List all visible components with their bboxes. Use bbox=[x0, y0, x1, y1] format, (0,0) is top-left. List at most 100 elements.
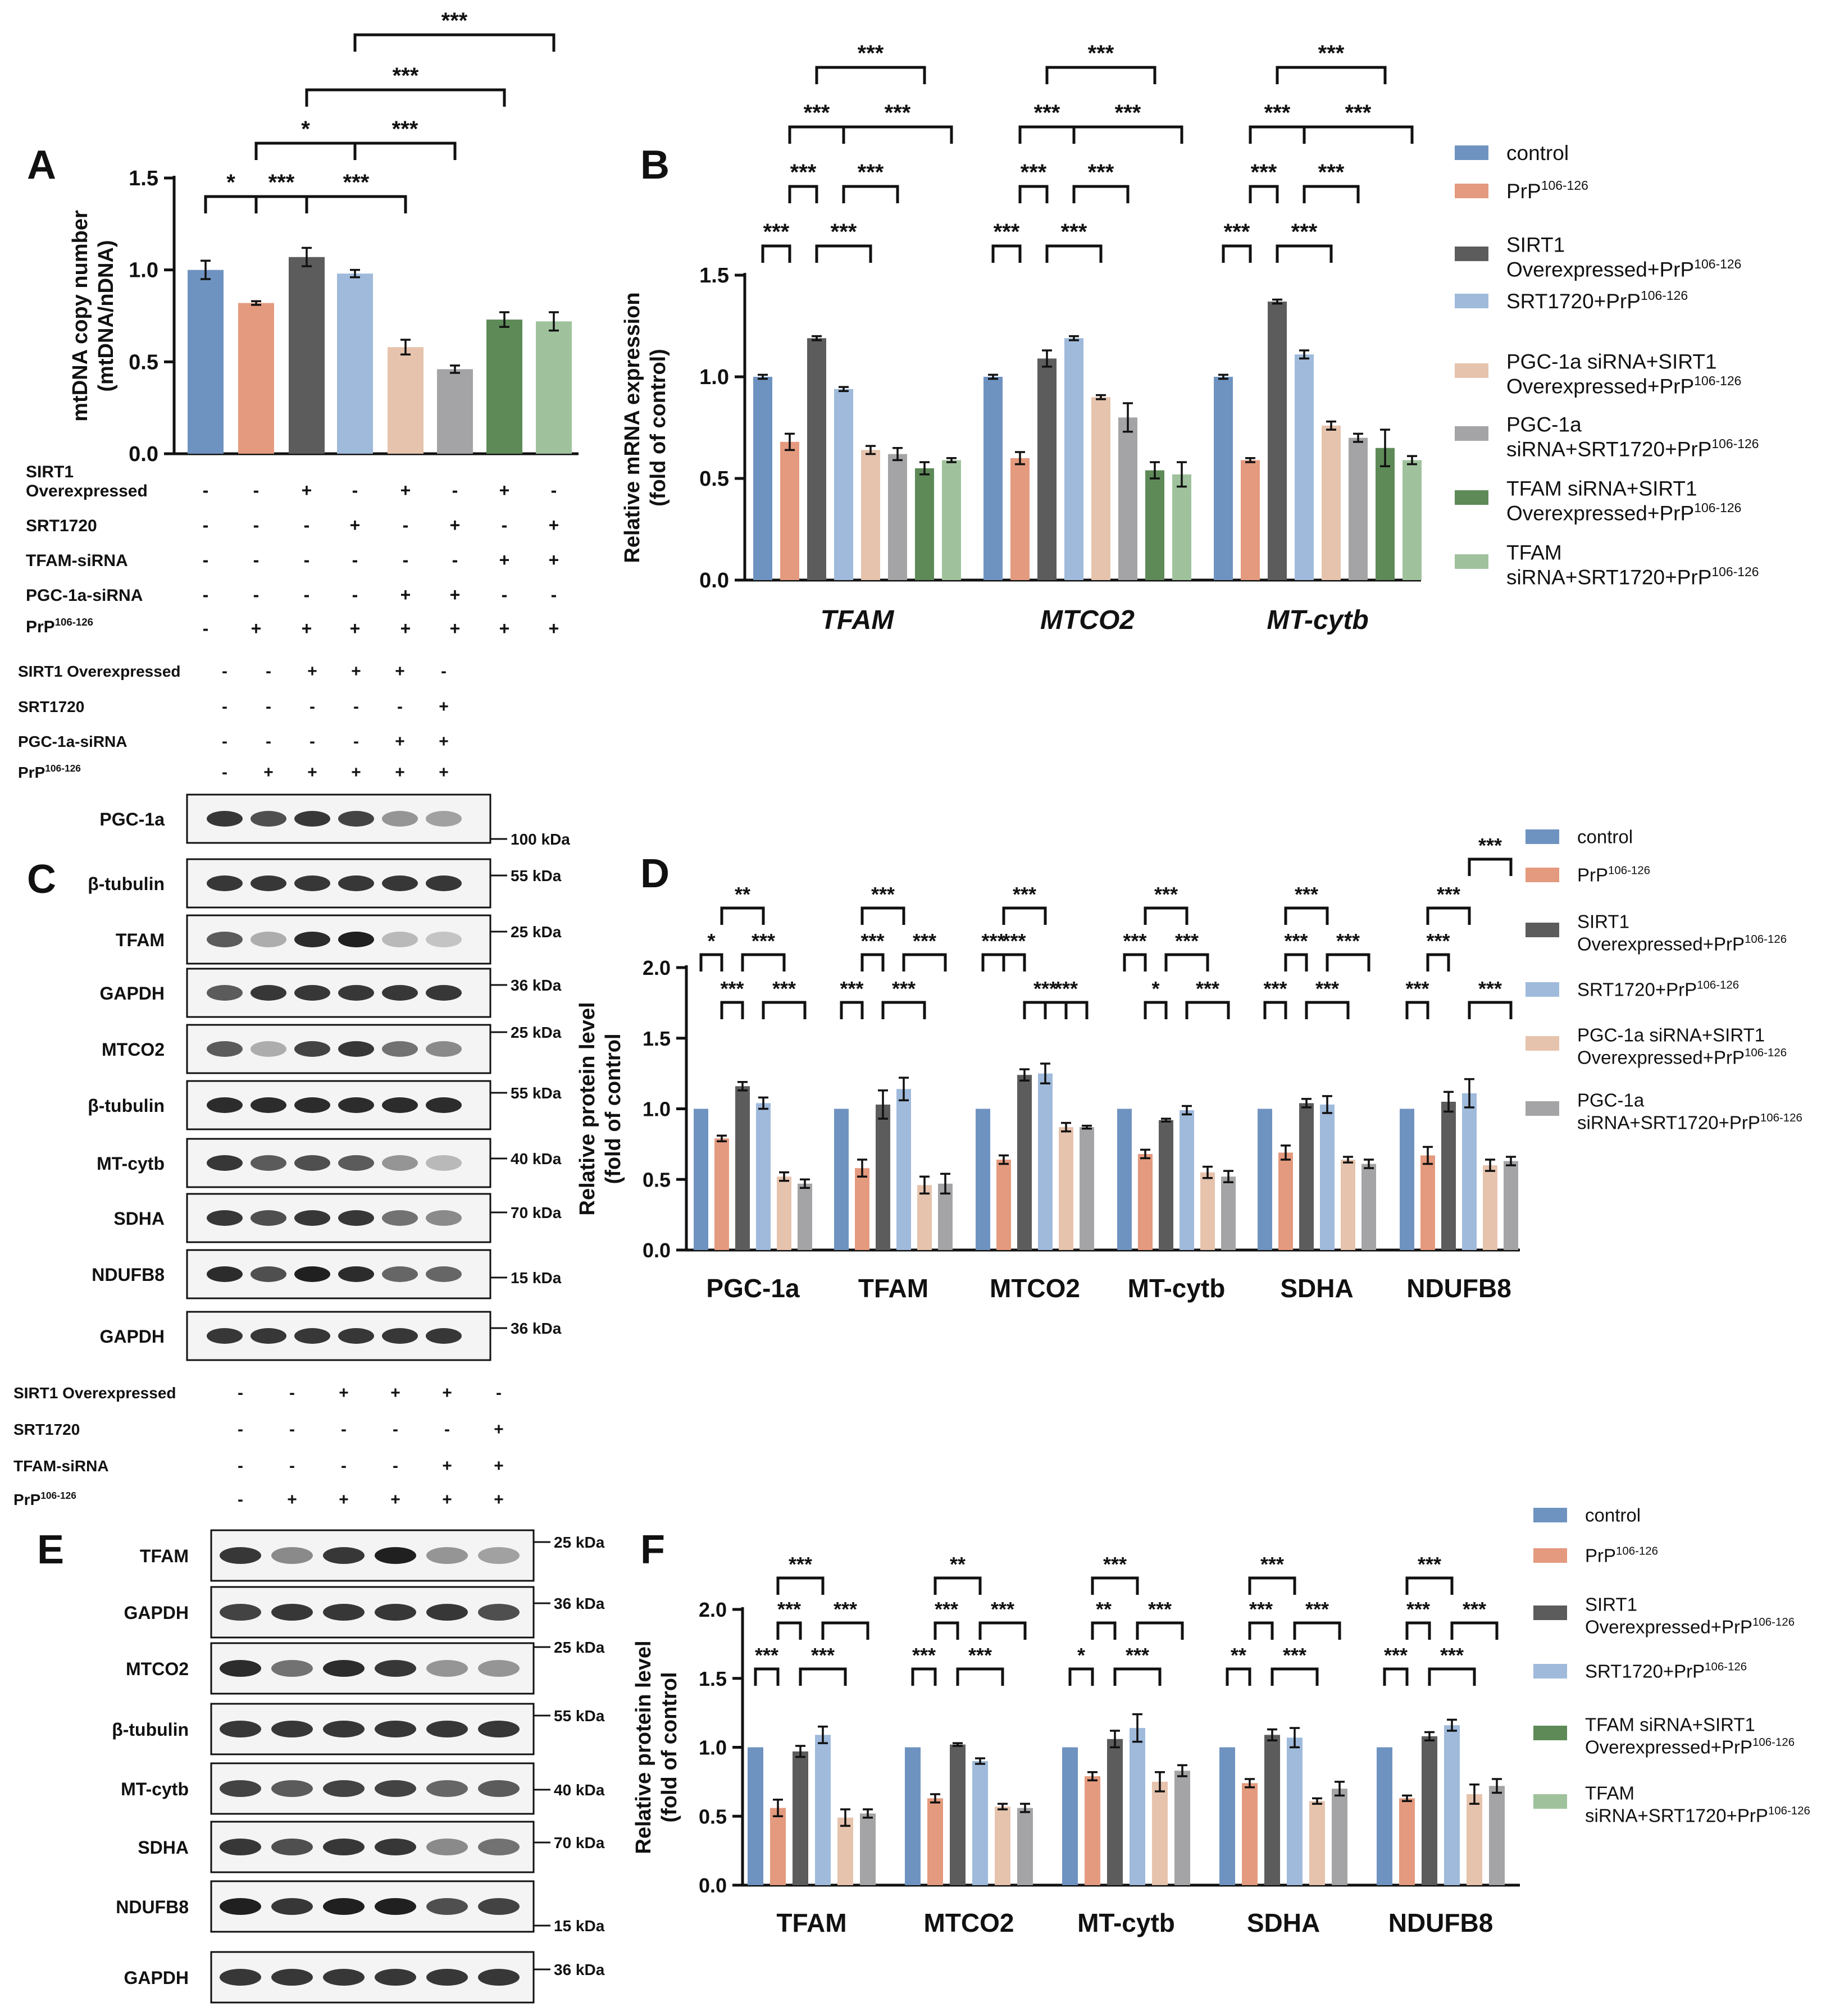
label-part: Overexpressed+PrP bbox=[1577, 1047, 1745, 1068]
label-part: Overexpressed+PrP bbox=[1506, 502, 1694, 525]
label-part: PrP bbox=[13, 1491, 40, 1508]
significance-label: *** bbox=[1315, 977, 1339, 1000]
blot-protein-label: NDUFB8 bbox=[92, 1265, 165, 1285]
condition-sign: + bbox=[390, 1384, 400, 1402]
significance-label: *** bbox=[1318, 160, 1345, 185]
significance-bracket bbox=[1123, 953, 1147, 971]
bar bbox=[905, 1747, 921, 1885]
blot-protein-label: β-tubulin bbox=[88, 1096, 165, 1116]
bar bbox=[976, 1109, 990, 1250]
blot-band bbox=[271, 1721, 313, 1737]
blot-band bbox=[426, 1780, 468, 1797]
blot-band bbox=[251, 985, 286, 1001]
condition-sign: - bbox=[238, 1490, 243, 1509]
legend-label: PGC-1a siRNA+SIRT1 bbox=[1577, 1025, 1765, 1046]
significance-bracket bbox=[1293, 1621, 1341, 1640]
significance-bracket bbox=[1113, 1667, 1162, 1686]
significance-bracket bbox=[1072, 185, 1130, 203]
significance-bracket bbox=[1226, 1667, 1251, 1686]
condition-sign: - bbox=[266, 662, 271, 681]
legend-label: SIRT1 bbox=[1506, 233, 1565, 256]
blot-band bbox=[220, 1547, 261, 1564]
condition-sign: - bbox=[253, 480, 259, 500]
blot-band bbox=[220, 1604, 261, 1621]
bar bbox=[1361, 1164, 1376, 1250]
legend-label: siRNA+SRT1720+PrP106-126 bbox=[1577, 1111, 1802, 1133]
blot-band bbox=[382, 1155, 418, 1171]
significance-label: *** bbox=[393, 63, 419, 88]
bar bbox=[798, 1183, 812, 1250]
blot-band bbox=[251, 1210, 286, 1226]
bar bbox=[837, 1817, 853, 1885]
blot-band bbox=[220, 1660, 261, 1677]
blot-band bbox=[338, 1041, 374, 1057]
significance-bracket bbox=[720, 906, 765, 925]
bar bbox=[753, 377, 772, 580]
label-superscript: 106-126 bbox=[1745, 1046, 1787, 1059]
significance-bracket bbox=[1263, 1001, 1287, 1019]
legend-swatch bbox=[1526, 923, 1559, 937]
condition-sign: - bbox=[397, 697, 403, 716]
y-axis-title: Relative protein level bbox=[576, 1002, 599, 1215]
blot-band bbox=[323, 1839, 365, 1855]
significance-bracket bbox=[1426, 906, 1471, 925]
label-part: Overexpressed+PrP bbox=[1506, 375, 1694, 398]
bar bbox=[1017, 1075, 1032, 1250]
kda-label: 36 kDa bbox=[554, 1961, 605, 1978]
condition-sign: + bbox=[339, 1490, 349, 1509]
blot-band bbox=[382, 1097, 418, 1113]
legend-swatch bbox=[1455, 184, 1488, 198]
legend-swatch bbox=[1533, 1726, 1567, 1740]
condition-sign: - bbox=[266, 732, 271, 751]
legend-swatch bbox=[1455, 490, 1488, 505]
significance-bracket bbox=[1303, 125, 1414, 144]
y-tick-label: 1.0 bbox=[699, 366, 729, 389]
y-tick-label: 0.5 bbox=[643, 1168, 671, 1191]
panel-a: A 0.0 0.5 1.0 1.5 mtDNA copy number (mtDNA/nDN… bbox=[26, 8, 579, 638]
panel-letter: C bbox=[27, 857, 56, 902]
condition-sign: + bbox=[307, 763, 317, 782]
bar bbox=[1341, 1160, 1355, 1250]
condition-sign: + bbox=[395, 763, 405, 782]
significance-label: *** bbox=[991, 1598, 1014, 1621]
legend-label: TFAM siRNA+SIRT1 bbox=[1506, 477, 1697, 500]
bar bbox=[834, 389, 853, 580]
significance-label: *** bbox=[1154, 883, 1178, 906]
label-part: PrP bbox=[1585, 1545, 1616, 1566]
kda-label: 70 kDa bbox=[554, 1834, 605, 1851]
bar bbox=[996, 1160, 1011, 1250]
significance-label: *** bbox=[994, 220, 1020, 244]
x-category-label: TFAM bbox=[776, 1908, 846, 1937]
significance-label: *** bbox=[1418, 1553, 1441, 1576]
condition-label: PGC-1a-siRNA bbox=[18, 733, 127, 750]
bar bbox=[337, 273, 373, 454]
blot-band bbox=[338, 1266, 374, 1282]
condition-label: PrP106-126 bbox=[13, 1490, 76, 1508]
condition-sign: - bbox=[289, 1420, 295, 1439]
significance-label: *** bbox=[1437, 883, 1460, 906]
blot-band bbox=[426, 985, 462, 1001]
significance-bracket bbox=[860, 906, 905, 925]
significance-label: *** bbox=[858, 41, 884, 66]
blot-band bbox=[251, 1328, 286, 1344]
condition-sign: - bbox=[441, 662, 447, 681]
significance-label: *** bbox=[1384, 1644, 1408, 1667]
bar bbox=[1489, 1786, 1505, 1885]
bar bbox=[1159, 1120, 1173, 1250]
bar bbox=[1214, 377, 1233, 580]
blot-band bbox=[426, 1721, 468, 1737]
significance-label: *** bbox=[1263, 977, 1287, 1000]
blot-band bbox=[323, 1898, 365, 1915]
condition-sign: - bbox=[341, 1457, 347, 1475]
label-superscript: 106-126 bbox=[1616, 1544, 1658, 1557]
significance-bracket bbox=[1072, 125, 1183, 144]
condition-sign: + bbox=[263, 763, 274, 782]
condition-sign: - bbox=[353, 697, 359, 716]
blot-band bbox=[382, 1266, 418, 1282]
significance-bracket bbox=[1383, 1667, 1409, 1686]
condition-sign: + bbox=[499, 480, 510, 500]
y-tick-label: 1.5 bbox=[699, 1667, 727, 1690]
significance-label: ** bbox=[1231, 1644, 1246, 1667]
significance-label: *** bbox=[343, 170, 370, 195]
condition-sign: - bbox=[353, 732, 359, 751]
